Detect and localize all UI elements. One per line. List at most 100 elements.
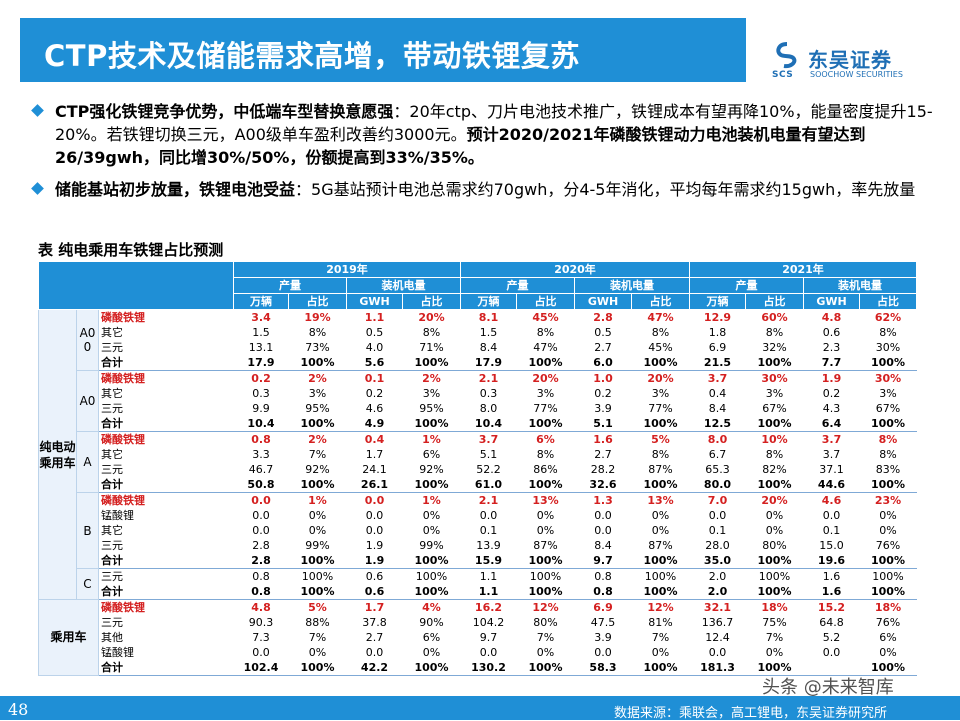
table-cell: 0.0	[364, 494, 385, 507]
header-unit: 占比	[402, 293, 461, 310]
table-row: A0 磷酸铁锂 0.2 2% 0.1 2% 2.1 20% 1.0 20% 3.7 30% 1.9 30%	[39, 370, 917, 432]
table-cell: 1.9	[346, 553, 403, 569]
logo-name-cn: 东吴证券	[808, 48, 892, 72]
table-cell: 2%	[308, 372, 327, 385]
row-label: 其他	[101, 631, 123, 644]
header-corner	[38, 261, 234, 310]
table-cell: 87%	[648, 463, 673, 476]
table-cell: 0.0	[251, 494, 271, 507]
table-cell: 0.0	[365, 524, 384, 537]
table-cell: 60%	[761, 311, 788, 324]
table-cell: 2.7	[594, 448, 612, 461]
table-cell: 100%	[402, 553, 461, 569]
table-cell: 15.2	[817, 601, 846, 614]
table-cell: 0%	[765, 509, 784, 522]
table-cell: 75%	[762, 616, 787, 629]
table-cell: 0.0	[252, 509, 270, 522]
table-row: 三元 9.9 95% 4.6 95% 8.0 77% 3.9 77% 8.4 67% 4.3 67%	[39, 401, 917, 416]
table-cell: 1.9	[365, 539, 384, 552]
table-cell: 0%	[879, 646, 897, 659]
table-cell: 100%	[745, 355, 804, 371]
header-unit: GWH	[346, 293, 403, 310]
table-cell: 2.8	[233, 553, 289, 569]
page-title: CTP技术及储能需求高增，带动铁锂复苏	[44, 39, 580, 73]
table-cell: 1%	[308, 494, 327, 507]
table-cell: 12%	[647, 601, 674, 614]
table-cell: 0%	[536, 509, 555, 522]
class-label: A	[76, 431, 99, 493]
table-cell: 0%	[422, 509, 441, 522]
table-cell: 45%	[648, 341, 673, 354]
table-cell: 73%	[305, 341, 330, 354]
table-cell: 100%	[872, 570, 904, 583]
table-cell: 28.0	[705, 539, 730, 552]
table-cell: 6.9	[708, 341, 727, 354]
header-metric: 产量	[233, 277, 347, 294]
table-cell: 30%	[874, 372, 902, 385]
table-cell: 7%	[765, 631, 784, 644]
table-cell: 82%	[762, 463, 787, 476]
header-unit: 占比	[288, 293, 347, 310]
table-cell: 20%	[532, 372, 559, 385]
table-cell: 45%	[532, 311, 559, 324]
table-cell: 19%	[304, 311, 331, 324]
table-cell: 8%	[536, 326, 555, 339]
table-cell: 3.9	[594, 631, 612, 644]
table-cell: 28.2	[590, 463, 616, 476]
table-cell: 100%	[859, 477, 917, 493]
table-cell: 100%	[529, 570, 562, 583]
table-cell: 1.6	[593, 433, 613, 446]
header-unit: 占比	[745, 293, 804, 310]
table-cell: 2%	[308, 433, 327, 446]
table-cell: 0%	[765, 524, 784, 537]
table-cell: 100%	[631, 584, 690, 600]
table-cell: 8.4	[708, 402, 727, 415]
table-cell: 92%	[305, 463, 330, 476]
table-cell: 8.0	[479, 402, 498, 415]
table-cell: 47%	[647, 311, 674, 324]
bullet-storage: 储能基站初步放量，铁锂电池受益：5G基站预计电池总需求约70gwh，分4-5年消…	[31, 178, 933, 226]
table-row: 其它 3.3 7% 1.7 6% 5.1 8% 2.7 8% 6.7 8% 3.7 8%	[39, 447, 917, 462]
table-row: B 磷酸铁锂 0.0 1% 0.0 1% 2.1 13% 1.3 13% 7.0 20% 4.6 23%	[39, 492, 917, 569]
group-label: 纯电动乘用车	[38, 309, 77, 600]
table-cell: 0%	[308, 524, 327, 537]
header-metric: 装机电量	[803, 277, 917, 294]
table-cell: 8.0	[707, 433, 728, 446]
header-unit: 占比	[516, 293, 575, 310]
table-cell: 0.6	[365, 570, 384, 583]
table-cell: 7%	[651, 631, 670, 644]
table-cell: 0%	[879, 524, 897, 537]
table-cell: 80.0	[689, 477, 746, 493]
table-cell: 1.1	[460, 584, 517, 600]
table-cell: 100%	[288, 553, 347, 569]
footer-bar	[0, 696, 960, 720]
table-cell: 77%	[648, 402, 673, 415]
table-cell: 10.4	[460, 416, 517, 432]
table-cell: 4%	[422, 601, 441, 614]
table-cell: 12.9	[703, 311, 732, 324]
table-cell: 0.2	[365, 387, 384, 400]
table-cell: 6%	[422, 448, 441, 461]
table-cell: 50.8	[233, 477, 289, 493]
bullet-bold-lead: CTP强化铁锂竞争优势，中低端车型替换意愿强	[55, 102, 394, 121]
bullet-body: ：5G基站预计电池总需求约70gwh，分4-5年消化，平均每年需求约15gwh，…	[295, 180, 916, 199]
bullet-bold-conclusion: 预计2020/2021年磷酸铁锂动力电池装机电量有望达到26/39gwh，同比增…	[55, 125, 866, 167]
table-cell: 16.2	[474, 601, 503, 614]
bullet-body: ：20年ctp、刀片电池技术推广，铁锂成本有望再降10%，能量密度提升15-20…	[55, 102, 933, 144]
table-cell: 0.0	[252, 646, 270, 659]
table-row: 锰酸锂 0.0 0% 0.0 0% 0.0 0% 0.0 0% 0.0 0% 0.0 0%	[39, 508, 917, 523]
table-row: 其它 1.5 8% 0.5 8% 1.5 8% 0.5 8% 1.8 8% 0.6 8%	[39, 325, 917, 340]
table-cell: 3.7	[478, 433, 499, 446]
row-label: 三元	[101, 402, 123, 415]
table-cell: 0.6	[346, 584, 403, 600]
table-cell: 90.3	[248, 616, 274, 629]
data-source: 数据来源：乘联会，高工锂电，东吴证券研究所	[614, 706, 888, 721]
header-unit: 万辆	[689, 293, 746, 310]
table-cell: 17.9	[460, 355, 517, 371]
table-cell: 100%	[859, 584, 917, 600]
table-cell: 30%	[761, 372, 788, 385]
table-cell: 10%	[761, 433, 788, 446]
table-row: 三元 90.3 88% 37.8 90% 104.2 80% 47.5 81% 136.7 75% 6…	[39, 615, 917, 630]
table-cell: 0.3	[252, 387, 270, 400]
table-row: 合计 0.8 100% 0.6 100% 1.1 100% 0.8 100% 2.0 100% 1.6…	[39, 584, 917, 600]
